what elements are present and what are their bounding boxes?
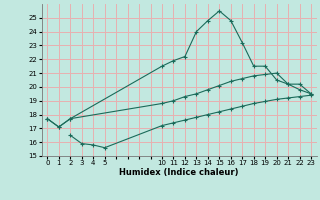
X-axis label: Humidex (Indice chaleur): Humidex (Indice chaleur) — [119, 168, 239, 177]
